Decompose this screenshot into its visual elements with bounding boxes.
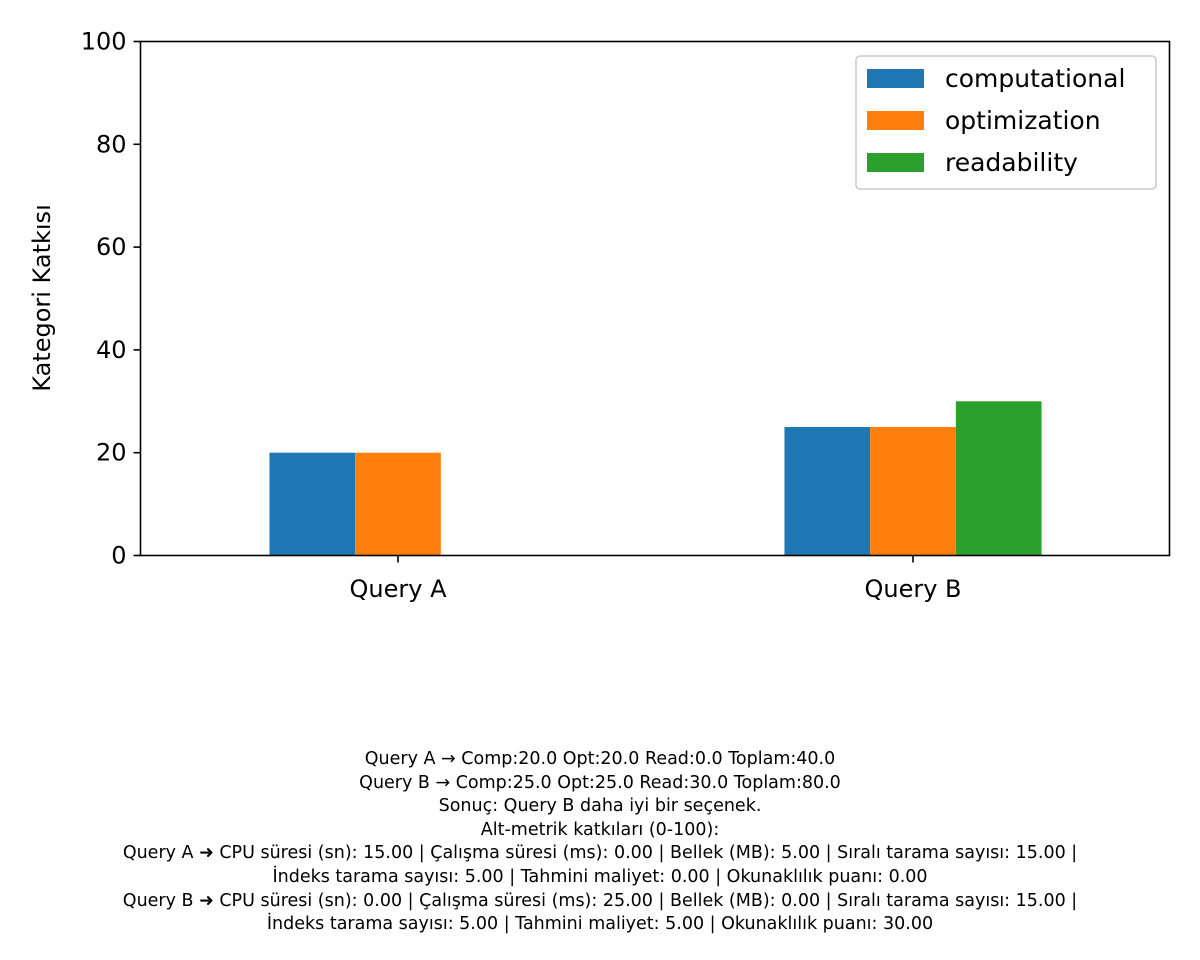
legend-label-readability: readability — [945, 148, 1078, 177]
y-axis: 0 20 40 60 80 100 — [81, 28, 141, 570]
legend-label-optimization: optimization — [945, 106, 1101, 135]
legend-swatch-computational — [867, 69, 924, 88]
bar-optimization-query-a — [355, 452, 441, 556]
x-axis: Query A Query B — [350, 555, 962, 603]
summary-line-5: Query A ➜ CPU süresi (sn): 15.00 | Çalış… — [122, 843, 1078, 864]
summary-line-3: Sonuç: Query B daha iyi bir seçenek. — [438, 796, 762, 817]
bar-readability-query-b — [955, 401, 1042, 556]
y-tick-label: 60 — [96, 233, 127, 261]
legend-swatch-optimization — [867, 111, 924, 130]
summary-line-4: Alt-metrik katkıları (0-100): — [480, 819, 720, 840]
summary-line-6: İndeks tarama sayısı: 5.00 | Tahmini mal… — [272, 866, 928, 887]
summary-text: Query A → Comp:20.0 Opt:20.0 Read:0.0 To… — [0, 748, 1200, 937]
bar-chart: 0 20 40 60 80 100 Query A Query B Kategori Kat… — [28, 28, 1171, 603]
summary-line-2: Query B → Comp:25.0 Opt:25.0 Read:30.0 T… — [359, 772, 841, 793]
bar-computational-query-b — [784, 427, 871, 556]
bar-optimization-query-b — [870, 427, 956, 556]
plot-frame — [139, 40, 1171, 557]
legend-label-computational: computational — [945, 64, 1125, 93]
legend-swatch-readability — [867, 153, 924, 172]
y-tick-label: 100 — [81, 28, 127, 56]
x-tick-label: Query B — [864, 575, 961, 603]
y-tick-label: 80 — [96, 130, 127, 158]
summary-line-7: Query B ➜ CPU süresi (sn): 0.00 | Çalışm… — [122, 890, 1078, 911]
legend-box — [855, 55, 1157, 190]
bar-computational-query-a — [269, 452, 356, 556]
summary-line-8: İndeks tarama sayısı: 5.00 | Tahmini mal… — [266, 914, 934, 935]
y-tick-label: 0 — [111, 542, 126, 570]
y-tick-label: 20 — [96, 439, 127, 467]
legend: computational optimization readability — [855, 55, 1157, 190]
summary-line-1: Query A → Comp:20.0 Opt:20.0 Read:0.0 To… — [364, 749, 836, 769]
x-tick-label: Query A — [350, 575, 448, 603]
bars-group — [269, 401, 1042, 556]
y-axis-label: Kategori Katkısı — [28, 204, 56, 391]
y-tick-label: 40 — [96, 336, 127, 364]
